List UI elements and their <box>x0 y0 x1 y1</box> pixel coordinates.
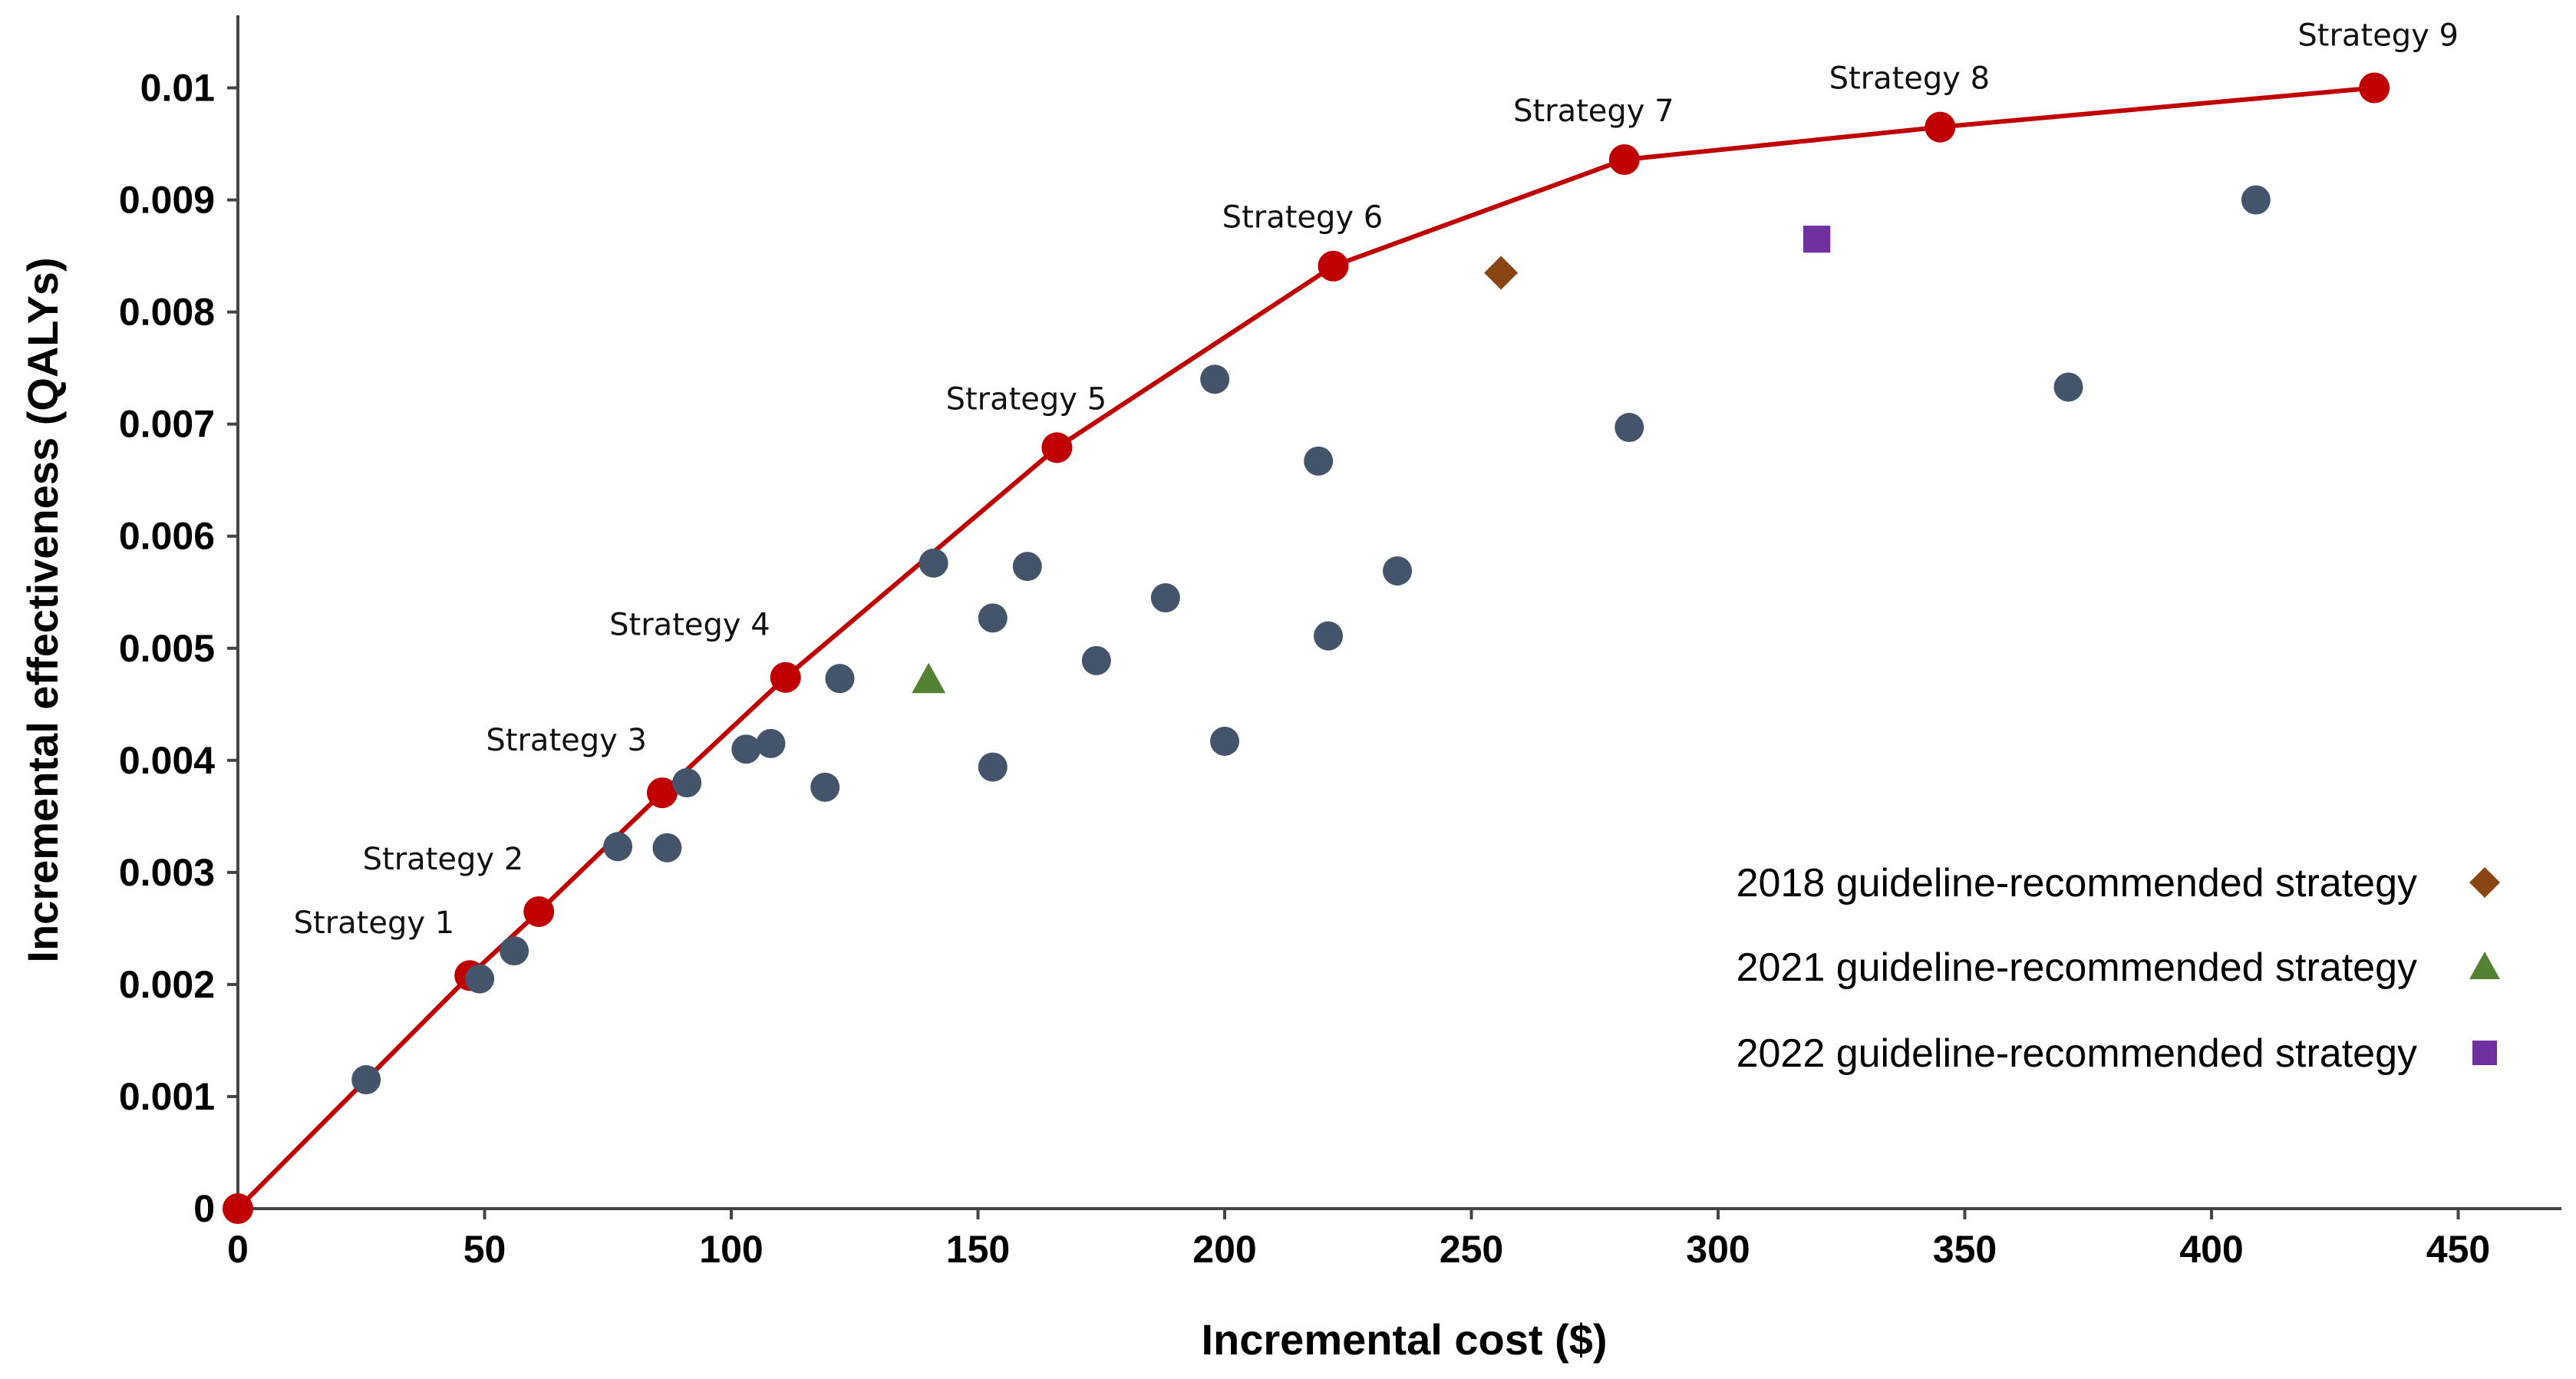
y-tick-label: 0.001 <box>119 1075 215 1118</box>
y-axis-ticks: 0 0.001 0.002 0.003 0.004 0.005 0.006 0.007 0.00… <box>119 67 238 1230</box>
diamond-marker <box>1484 256 1519 290</box>
triangle-marker <box>912 662 946 694</box>
strategy-label: Strategy 1 <box>294 906 455 941</box>
frontier-point <box>2359 72 2390 104</box>
y-tick-label: 0.009 <box>119 179 215 222</box>
x-tick-label: 350 <box>1933 1228 1997 1271</box>
frontier-point <box>770 661 801 693</box>
legend-triangle-icon <box>2469 952 2500 979</box>
y-tick-label: 0.004 <box>119 739 215 782</box>
strategy-point <box>1615 413 1644 443</box>
strategy-point <box>978 752 1008 782</box>
strategy-point <box>1200 365 1230 394</box>
strategy-point <box>919 548 948 578</box>
legend-label: 2022 guideline-recommended strategy <box>1737 1031 2417 1076</box>
strategy-point <box>1012 552 1042 582</box>
frontier-point <box>646 777 678 809</box>
strategy-label: Strategy 6 <box>1222 200 1384 236</box>
strategy-label: Strategy 2 <box>363 842 524 877</box>
strategy-point <box>1383 556 1413 586</box>
strategy-point <box>810 772 840 802</box>
x-tick-label: 250 <box>1440 1228 1503 1271</box>
y-tick-label: 0.01 <box>140 67 215 110</box>
strategy-point <box>731 734 761 764</box>
strategy-label: Strategy 4 <box>609 608 770 643</box>
y-tick-label: 0.007 <box>119 403 215 446</box>
strategy-point <box>2053 372 2083 402</box>
legend-diamond-icon <box>2469 867 2500 898</box>
frontier-point <box>523 896 555 927</box>
legend-label: 2021 guideline-recommended strategy <box>1737 945 2417 990</box>
legend-label: 2018 guideline-recommended strategy <box>1737 861 2417 906</box>
square-marker <box>1803 226 1831 253</box>
x-tick-label: 300 <box>1686 1228 1750 1271</box>
x-tick-label: 0 <box>227 1228 249 1271</box>
legend-square-icon <box>2472 1041 2497 1065</box>
frontier-point <box>1925 111 1956 143</box>
strategy-point <box>652 833 682 863</box>
x-tick-label: 400 <box>2179 1228 2243 1271</box>
x-axis-title: Incremental cost ($) <box>1201 1315 1607 1364</box>
x-tick-label: 150 <box>946 1228 1010 1271</box>
y-axis-title: Incremental effectiveness (QALYs) <box>18 257 67 962</box>
strategy-point <box>1081 645 1111 675</box>
y-tick-label: 0 <box>193 1187 215 1230</box>
strategy-point <box>1150 583 1180 613</box>
strategy-label: Strategy 3 <box>486 723 647 758</box>
y-tick-label: 0.006 <box>119 515 215 558</box>
frontier-point <box>1041 432 1073 464</box>
frontier-point <box>1608 144 1640 175</box>
frontier-point <box>223 1193 253 1224</box>
strategy-label: Strategy 9 <box>2297 18 2459 54</box>
axes <box>236 15 2561 1210</box>
strategy-point <box>825 664 855 694</box>
y-tick-label: 0.005 <box>119 627 215 670</box>
strategy-point <box>1304 446 1334 476</box>
x-tick-label: 200 <box>1192 1228 1256 1271</box>
strategy-point <box>756 728 786 758</box>
guideline-markers <box>912 226 1831 694</box>
strategy-point <box>351 1065 381 1095</box>
strategy-point <box>603 832 633 862</box>
strategy-point <box>500 936 529 966</box>
x-tick-label: 100 <box>699 1228 763 1271</box>
strategy-point <box>1210 726 1239 756</box>
other-strategies <box>351 185 2271 1095</box>
strategy-point <box>2241 185 2271 215</box>
y-tick-label: 0.002 <box>119 963 215 1006</box>
strategy-point <box>1314 621 1344 651</box>
x-tick-label: 450 <box>2426 1228 2490 1271</box>
strategy-label: Strategy 8 <box>1829 61 1991 97</box>
y-tick-label: 0.003 <box>119 851 215 894</box>
strategy-label: Strategy 5 <box>946 381 1107 417</box>
y-tick-label: 0.008 <box>119 291 215 334</box>
x-axis-ticks: 0 50 100 150 200 250 300 350 400 450 <box>227 1209 2490 1271</box>
legend: 2018 guideline-recommended strategy 2021 … <box>1737 861 2500 1076</box>
strategy-point <box>465 964 495 994</box>
strategy-point <box>978 603 1008 633</box>
strategy-point <box>672 768 702 798</box>
frontier-point <box>1318 250 1349 282</box>
strategy-label: Strategy 7 <box>1513 94 1674 129</box>
x-tick-label: 50 <box>463 1228 506 1271</box>
